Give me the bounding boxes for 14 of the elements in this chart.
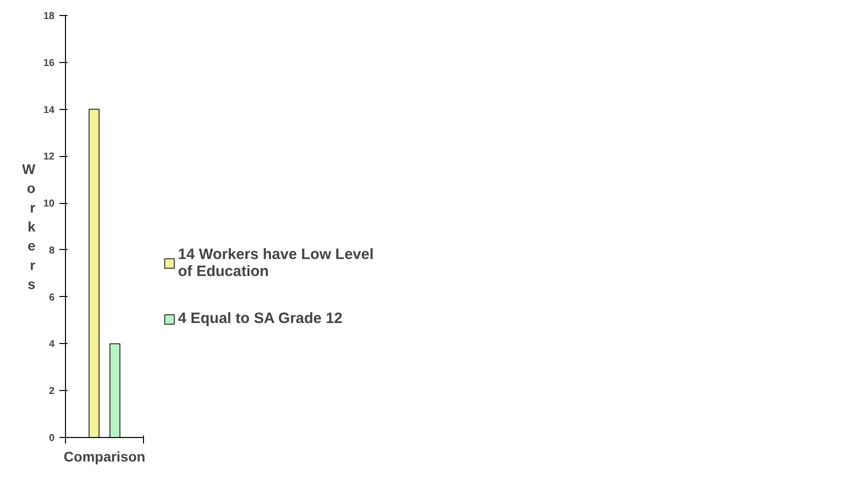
y-tick-label: 8: [48, 245, 55, 256]
y-tick-label: 16: [43, 58, 55, 69]
y-axis-title: Workers: [22, 160, 36, 292]
y-tick-label: 4: [48, 339, 55, 350]
y-tick-label: 2: [48, 386, 55, 398]
x-axis-title: Comparison: [64, 448, 146, 464]
y-tick-label: 6: [48, 292, 55, 304]
y-tick-label: 10: [43, 198, 55, 210]
legend-label: 14 Workers have Low Level of Education: [178, 246, 374, 280]
y-tick-label: 14: [43, 104, 55, 116]
legend-label: 4 Equal to SA Grade 12: [178, 310, 342, 327]
y-tick-label: 0: [48, 433, 55, 444]
y-tick-label: 12: [43, 152, 55, 163]
y-tick-label: 18: [43, 11, 55, 22]
